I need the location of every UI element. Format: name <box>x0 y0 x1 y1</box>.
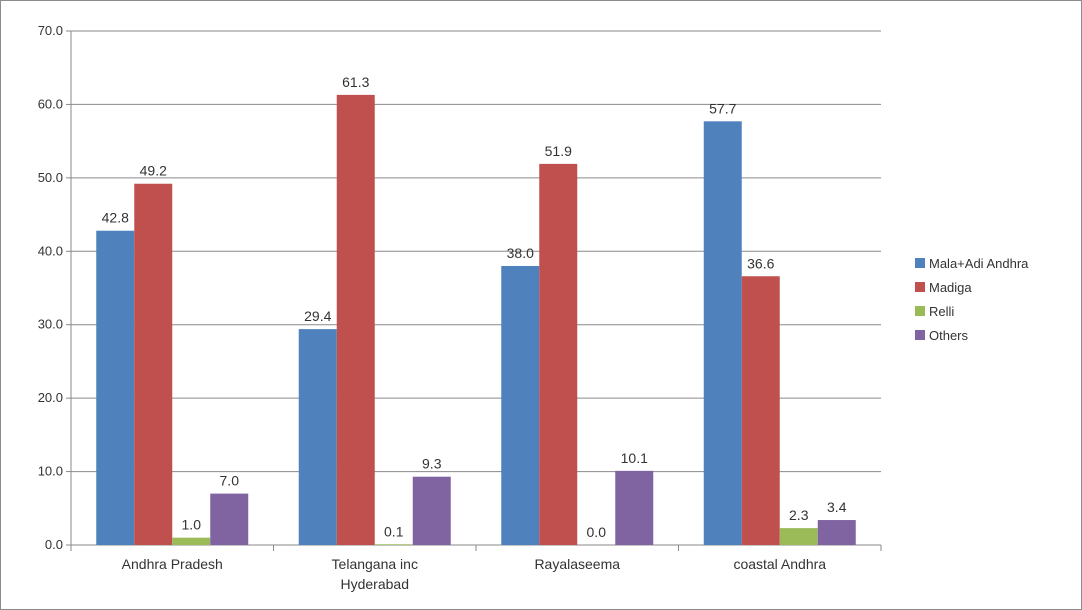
bar <box>615 470 654 545</box>
bar <box>539 163 578 546</box>
data-label: 0.0 <box>587 524 607 540</box>
y-tick-label: 0.0 <box>45 537 63 552</box>
legend-swatch <box>915 306 925 316</box>
y-tick-label: 30.0 <box>38 317 63 332</box>
bar <box>741 276 780 545</box>
category-label: coastal Andhra <box>733 556 826 572</box>
bars <box>96 94 856 546</box>
bar <box>298 329 337 545</box>
category-label-line: coastal Andhra <box>733 556 826 572</box>
bar <box>817 520 856 545</box>
data-label: 3.4 <box>827 499 847 515</box>
category-labels: Andhra Pradesh Telangana inc Hyderabad Raya… <box>122 556 827 592</box>
bar <box>501 265 540 545</box>
gridlines <box>71 30 881 473</box>
data-label: 42.8 <box>102 210 129 226</box>
legend-swatch <box>915 330 925 340</box>
legend: Mala+Adi Andhra Madiga Relli Others <box>915 256 1029 343</box>
legend-label: Madiga <box>929 280 972 295</box>
bar <box>134 183 173 545</box>
bar <box>779 528 818 545</box>
category-label: Andhra Pradesh <box>122 556 223 572</box>
bar <box>412 476 451 545</box>
data-label: 1.0 <box>182 517 202 533</box>
data-label: 49.2 <box>140 163 167 179</box>
legend-label: Others <box>929 328 969 343</box>
y-tick-label: 50.0 <box>38 170 63 185</box>
category-label-line: Andhra Pradesh <box>122 556 223 572</box>
data-label: 2.3 <box>789 507 809 523</box>
category-label: Telangana inc Hyderabad <box>332 556 418 592</box>
y-tick-label: 60.0 <box>38 96 63 111</box>
y-tick-label: 20.0 <box>38 390 63 405</box>
y-tick-label: 10.0 <box>38 464 63 479</box>
data-label: 61.3 <box>342 74 369 90</box>
category-label: Rayalaseema <box>534 556 620 572</box>
data-label: 51.9 <box>545 143 572 159</box>
data-label: 29.4 <box>304 308 331 324</box>
legend-swatch <box>915 282 925 292</box>
data-label: 0.1 <box>384 523 404 539</box>
data-label: 7.0 <box>220 473 240 489</box>
bar <box>96 230 135 545</box>
bar <box>703 121 742 546</box>
data-label: 9.3 <box>422 456 442 472</box>
y-tick-label: 70.0 <box>38 23 63 38</box>
category-label-line: Rayalaseema <box>534 556 620 572</box>
bar <box>210 493 249 545</box>
category-label-line: Hyderabad <box>341 576 410 592</box>
bar <box>336 94 375 545</box>
legend-swatch <box>915 258 925 268</box>
data-label: 57.7 <box>709 100 736 116</box>
category-label-line: Telangana inc <box>332 556 418 572</box>
legend-label: Mala+Adi Andhra <box>929 256 1029 271</box>
bar <box>172 537 211 545</box>
data-label: 38.0 <box>507 245 534 261</box>
data-label: 10.1 <box>621 450 648 466</box>
data-labels: 42.8 49.2 1.0 7.0 29.4 61.3 0.1 9.3 38.0 51.9 0.0 1… <box>102 74 847 540</box>
data-label: 36.6 <box>747 255 774 271</box>
legend-label: Relli <box>929 304 954 319</box>
bar <box>374 544 413 545</box>
y-tick-labels: 0.0 10.0 20.0 30.0 40.0 50.0 60.0 70.0 <box>38 23 63 552</box>
y-tick-label: 40.0 <box>38 243 63 258</box>
